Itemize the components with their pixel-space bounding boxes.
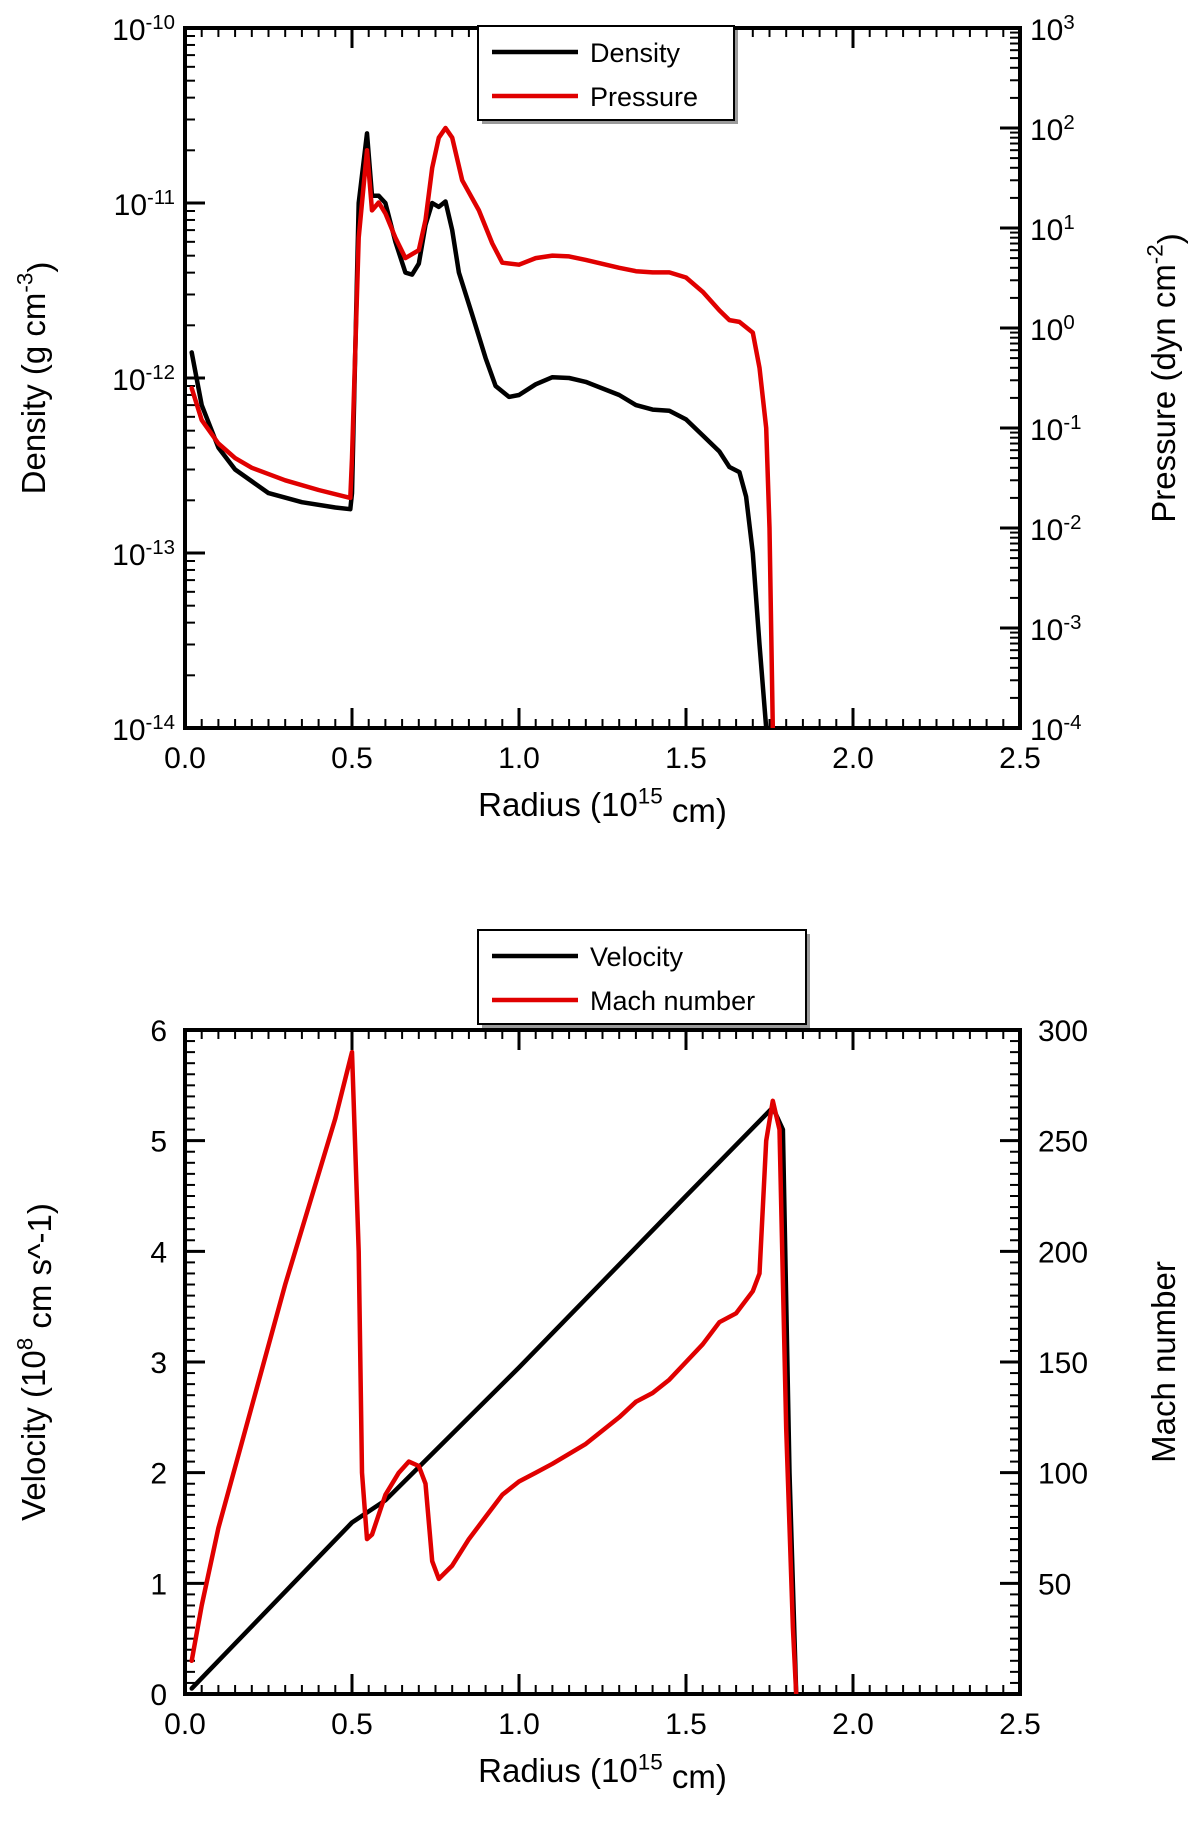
- left-tick-label: 10-12: [112, 362, 175, 397]
- velocity-mach-plot: 0.0 0.5 1.0 1.5 2.0 2.5 0 1 2 3 4 5 6 50 100 150 200 250 3…: [13, 929, 1182, 1795]
- left-tick-label: 0: [150, 1679, 167, 1712]
- x-tick-label: 2.0: [832, 1708, 874, 1741]
- legend-label: Density: [590, 38, 681, 68]
- left-tick-label: 2: [150, 1458, 167, 1491]
- series-group: [189, 1049, 799, 1694]
- plot-frame: [183, 26, 1022, 730]
- x-tick-label: 2.5: [999, 1708, 1041, 1741]
- x-tick-label: 0.5: [331, 1708, 373, 1741]
- right-tick-label: 10-3: [1030, 612, 1082, 647]
- left-tick-label: 1: [150, 1568, 167, 1601]
- legend-label: Pressure: [590, 82, 698, 112]
- right-tick-label: 10-1: [1030, 412, 1082, 447]
- x-axis-title: Radius (1015 cm): [478, 1750, 727, 1795]
- right-tick-label: 102: [1030, 112, 1075, 147]
- right-axis-title: Pressure (dyn cm-2): [1143, 233, 1188, 523]
- series-line-mach-number: [189, 1049, 799, 1694]
- right-tick-label: 100: [1038, 1458, 1088, 1491]
- x-tick-label: 0.0: [164, 742, 206, 775]
- left-axis-title: Velocity (108 cm s^-1): [13, 1203, 58, 1521]
- x-tick-label: 2.5: [999, 742, 1041, 775]
- right-tick-label: 150: [1038, 1347, 1088, 1380]
- x-tick-label: 1.5: [665, 742, 707, 775]
- left-tick-label: 3: [150, 1347, 167, 1380]
- right-tick-label: 10-2: [1030, 512, 1082, 547]
- x-tick-label: 0.5: [331, 742, 373, 775]
- right-tick-label: 100: [1030, 312, 1075, 347]
- left-tick-label: 4: [150, 1236, 167, 1269]
- x-axis-title: Radius (1015 cm): [478, 784, 727, 829]
- legend-box: [477, 25, 735, 121]
- left-tick-label: 6: [150, 1015, 167, 1048]
- left-tick-label: 5: [150, 1126, 167, 1159]
- right-tick-label: 10-4: [1030, 712, 1082, 747]
- left-axis-title: Density (g cm-3): [13, 262, 58, 495]
- series-group: [189, 125, 776, 728]
- right-tick-label: 101: [1030, 212, 1075, 247]
- series-line-velocity: [189, 1105, 799, 1694]
- x-tick-label: 0.0: [164, 1708, 206, 1741]
- left-tick-label: 10-10: [112, 12, 175, 47]
- legend-label: Velocity: [590, 942, 684, 972]
- legend: Velocity Mach number: [477, 929, 810, 1028]
- series-line-density: [189, 131, 769, 728]
- x-tick-label: 1.0: [498, 1708, 540, 1741]
- density-pressure-plot: 0.0 0.5 1.0 1.5 2.0 2.510-1410-1310-1210-1110…: [13, 12, 1188, 829]
- right-axis-title: Mach number: [1145, 1261, 1182, 1463]
- legend-label: Mach number: [590, 986, 755, 1016]
- plot-frame: [183, 1028, 1022, 1696]
- series-line-pressure: [189, 125, 776, 728]
- right-tick-label: 250: [1038, 1126, 1088, 1159]
- right-tick-label: 300: [1038, 1015, 1088, 1048]
- x-tick-label: 1.0: [498, 742, 540, 775]
- left-tick-label: 10-11: [114, 187, 175, 222]
- legend: Density Pressure: [477, 25, 738, 124]
- legend-box: [477, 929, 807, 1025]
- right-tick-label: 200: [1038, 1236, 1088, 1269]
- x-tick-label: 1.5: [665, 1708, 707, 1741]
- right-tick-label: 103: [1030, 12, 1075, 47]
- x-tick-label: 2.0: [832, 742, 874, 775]
- right-tick-label: 50: [1038, 1568, 1071, 1601]
- left-tick-label: 10-13: [112, 537, 175, 572]
